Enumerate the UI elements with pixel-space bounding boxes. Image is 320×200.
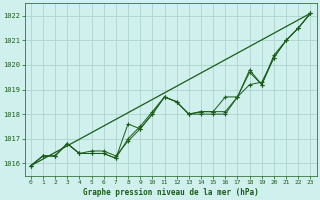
X-axis label: Graphe pression niveau de la mer (hPa): Graphe pression niveau de la mer (hPa) <box>83 188 259 197</box>
